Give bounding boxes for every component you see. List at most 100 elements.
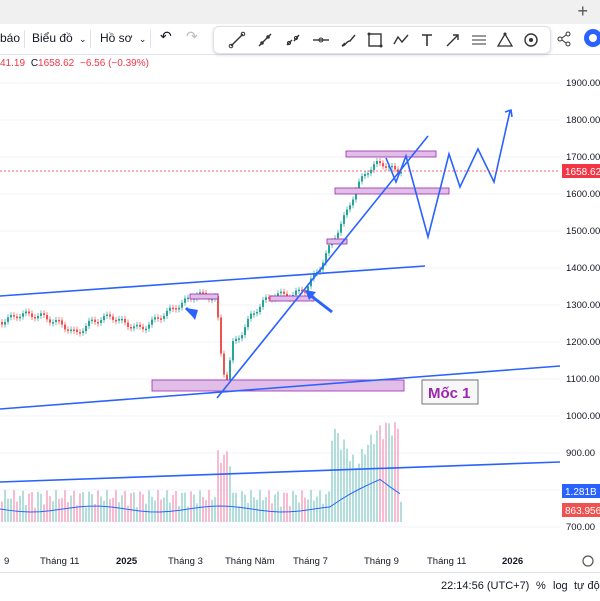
candle [376, 161, 378, 165]
candle [199, 292, 201, 295]
percent-toggle[interactable]: % [536, 580, 546, 592]
chart-type-button[interactable]: Biểu đồ ⌄ [32, 31, 87, 45]
price-chart[interactable]: Mốc 1 1900.00 1800.00 1700.00 1600.00 1500.0… [0, 54, 600, 572]
volume-bar [277, 491, 279, 522]
candle [94, 319, 96, 323]
breakout-zone[interactable] [269, 295, 315, 302]
projection-path[interactable] [385, 110, 511, 241]
candle [85, 325, 87, 332]
uptrend-line[interactable] [216, 135, 429, 399]
volume-bar [217, 450, 219, 522]
candle [19, 316, 21, 319]
profile-button[interactable]: Hồ sơ ⌄ [100, 31, 146, 45]
pattern-tool-icon[interactable] [496, 31, 514, 49]
time-axis-label: Tháng Năm [225, 556, 275, 567]
long-position-icon[interactable] [470, 31, 488, 49]
publish-icon[interactable] [583, 28, 600, 48]
volume-bar [238, 506, 240, 522]
candle [217, 296, 219, 318]
volume-bar [313, 500, 315, 522]
candle [232, 341, 234, 361]
price-axis-label: 1200.00 [566, 337, 600, 348]
candle [79, 332, 81, 334]
volume-bar [49, 496, 51, 522]
volume-bar [202, 496, 204, 522]
candle [172, 307, 174, 310]
candle [133, 326, 135, 329]
line-tool-icon[interactable] [228, 31, 246, 49]
candle [100, 320, 102, 323]
candle [22, 313, 24, 317]
ray-tool-icon[interactable] [256, 31, 274, 49]
volume-bar [274, 494, 276, 522]
share-icon[interactable] [556, 31, 572, 47]
volume-bar [205, 500, 207, 522]
support-zone-upper[interactable] [334, 187, 450, 195]
channel-tool-icon[interactable] [284, 31, 302, 49]
volume-bar [145, 503, 147, 522]
candle [139, 324, 141, 327]
lower-channel-line[interactable] [0, 365, 561, 410]
volume-bar [229, 466, 231, 522]
add-icon[interactable]: + [577, 1, 588, 21]
mid-zone[interactable] [189, 293, 219, 300]
candle [130, 326, 132, 329]
candle [112, 316, 114, 320]
resistance-zone[interactable] [345, 150, 437, 158]
settings-circle-icon[interactable] [522, 31, 540, 49]
volume-bar [292, 491, 294, 522]
candle [385, 166, 387, 168]
price-axis: 1900.00 1800.00 1700.00 1600.00 1500.00 1400.… [566, 78, 600, 533]
volume-tag-1 [562, 484, 600, 498]
volume-bar [352, 454, 354, 522]
undo-icon[interactable]: ↶ [160, 28, 172, 44]
volume-bar [178, 505, 180, 522]
gear-icon[interactable] [582, 555, 594, 567]
candle [4, 321, 6, 325]
drawing-toolbar [213, 26, 551, 54]
candle [361, 176, 363, 182]
volume-bar [70, 495, 72, 522]
candle [184, 298, 186, 303]
volume-trendline[interactable] [0, 461, 561, 483]
candle [73, 329, 75, 332]
candle [400, 171, 402, 174]
rectangle-tool-icon[interactable] [366, 31, 384, 49]
candle [55, 319, 57, 323]
candle [358, 181, 360, 190]
arrow-tool-icon[interactable] [444, 31, 462, 49]
log-toggle[interactable]: log [553, 580, 568, 592]
volume-bar [13, 490, 15, 522]
candle [175, 308, 177, 310]
horizontal-line-icon[interactable] [312, 31, 330, 49]
volume-bar [139, 491, 141, 522]
candle [295, 290, 297, 296]
toolbar-partial-item[interactable]: báo [0, 31, 21, 45]
volume-bar [364, 454, 366, 522]
path-tool-icon[interactable] [392, 31, 410, 49]
candle [109, 314, 111, 317]
volume-bar [283, 492, 285, 522]
volume-bar [22, 490, 24, 522]
small-zone[interactable] [326, 238, 348, 245]
time-axis-label: Tháng 11 [427, 556, 466, 567]
annotation-box[interactable] [421, 379, 479, 405]
upper-channel-line[interactable] [0, 265, 426, 297]
base-zone[interactable] [151, 379, 405, 392]
volume-bar [91, 494, 93, 522]
candle [127, 322, 129, 327]
volume-bar [136, 507, 138, 522]
candle [169, 307, 171, 311]
brush-tool-icon[interactable] [340, 31, 358, 49]
volume-bar [79, 493, 81, 522]
candle [349, 205, 351, 210]
price-axis-label: 700.00 [566, 522, 595, 533]
volume-bar [247, 502, 249, 522]
redo-icon[interactable]: ↷ [186, 28, 198, 44]
candle [97, 322, 99, 324]
time-axis-label: Tháng 7 [293, 556, 328, 567]
text-tool-icon[interactable] [418, 31, 436, 49]
auto-toggle[interactable]: tự động [574, 580, 600, 592]
volume-tag-1-text: 1.281B [565, 487, 597, 498]
candle [34, 317, 36, 319]
